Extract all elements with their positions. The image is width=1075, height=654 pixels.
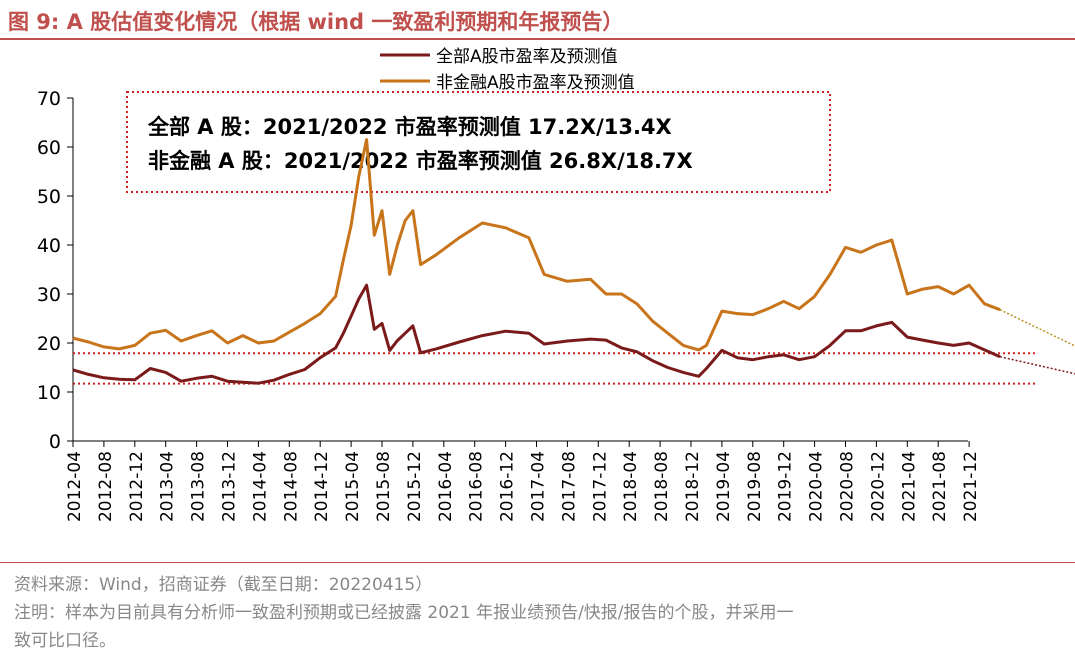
annotation-box (126, 91, 831, 193)
x-tick-label: 2012-04 (65, 451, 85, 522)
x-tick-label: 2014-12 (312, 451, 332, 522)
x-tick-label: 2019-08 (745, 451, 765, 522)
x-tick-label: 2021-08 (930, 451, 950, 522)
note-line-1: 注明：样本为目前具有分析师一致盈利预期或已经披露 2021 年报业绩预告/快报/… (14, 603, 794, 623)
series-line (72, 283, 1001, 385)
x-tick-label: 2017-04 (529, 451, 549, 522)
legend-label-all-a: 全部A股市盈率及预测值 (436, 47, 618, 67)
forecast-arrows (999, 309, 1075, 375)
title-rule (0, 38, 1075, 40)
x-tick-label: 2016-04 (436, 451, 456, 522)
y-tick-label: 10 (37, 382, 61, 404)
forecast-arrow-line (999, 309, 1075, 347)
x-tick-label: 2020-08 (838, 451, 858, 522)
y-tick-label: 50 (37, 186, 61, 208)
reference-lines (73, 352, 1035, 385)
series-lines (72, 138, 1001, 385)
x-tick-label: 2012-12 (127, 451, 147, 522)
y-tick-label: 20 (37, 333, 61, 355)
x-tick-label: 2018-04 (621, 451, 641, 522)
x-tick-label: 2019-12 (776, 451, 796, 522)
x-tick-label: 2017-08 (559, 451, 579, 522)
x-tick-label: 2015-04 (343, 451, 363, 522)
x-tick-label: 2013-08 (189, 451, 209, 522)
x-tick-label: 2016-08 (467, 451, 487, 522)
x-tick-label: 2014-04 (250, 451, 270, 522)
x-tick-label: 2017-12 (590, 451, 610, 522)
annotation-line-non-fin: 非金融 A 股：2021/2022 市盈率预测值 26.8X/18.7X (148, 149, 693, 173)
x-tick-label: 2018-08 (652, 451, 672, 522)
x-tick-label: 2016-12 (498, 451, 518, 522)
y-tick-label: 60 (37, 137, 61, 159)
x-tick-label: 2015-08 (374, 451, 394, 522)
x-tick-label: 2013-04 (158, 451, 178, 522)
x-tick-label: 2020-12 (868, 451, 888, 522)
x-tick-label: 2021-12 (961, 451, 981, 522)
x-tick-label: 2018-12 (683, 451, 703, 522)
pe-chart: 全部 A 股：2021/2022 市盈率预测值 17.2X/13.4X 非金融 … (37, 47, 1075, 522)
y-tick-label: 70 (37, 88, 61, 110)
forecast-arrow-line (999, 355, 1075, 375)
x-tick-label: 2015-12 (405, 451, 425, 522)
y-tick-label: 40 (37, 235, 61, 257)
x-tick-label: 2021-04 (899, 451, 919, 522)
x-tick-label: 2012-08 (96, 451, 116, 522)
y-tick-label: 0 (49, 431, 61, 453)
figure-title: 图 9: A 股估值变化情况（根据 wind 一致盈利预期和年报预告） (8, 10, 624, 34)
x-tick-label: 2013-12 (220, 451, 240, 522)
note-line-2: 致可比口径。 (14, 631, 116, 651)
legend-label-non-fin: 非金融A股市盈率及预测值 (436, 73, 635, 93)
series-line (72, 138, 1001, 352)
source-text: 资料来源：Wind，招商证券（截至日期：20220415） (14, 575, 433, 595)
x-tick-label: 2019-04 (714, 451, 734, 522)
footer-rule (0, 562, 1075, 563)
x-tick-label: 2020-04 (807, 451, 827, 522)
annotation-line-all-a: 全部 A 股：2021/2022 市盈率预测值 17.2X/13.4X (147, 115, 672, 139)
axes: 0 10 20 30 40 50 60 70 2012-04 2012-08 2012-12 2013… (37, 88, 981, 522)
x-tick-label: 2014-08 (281, 451, 301, 522)
y-tick-label: 30 (37, 284, 61, 306)
